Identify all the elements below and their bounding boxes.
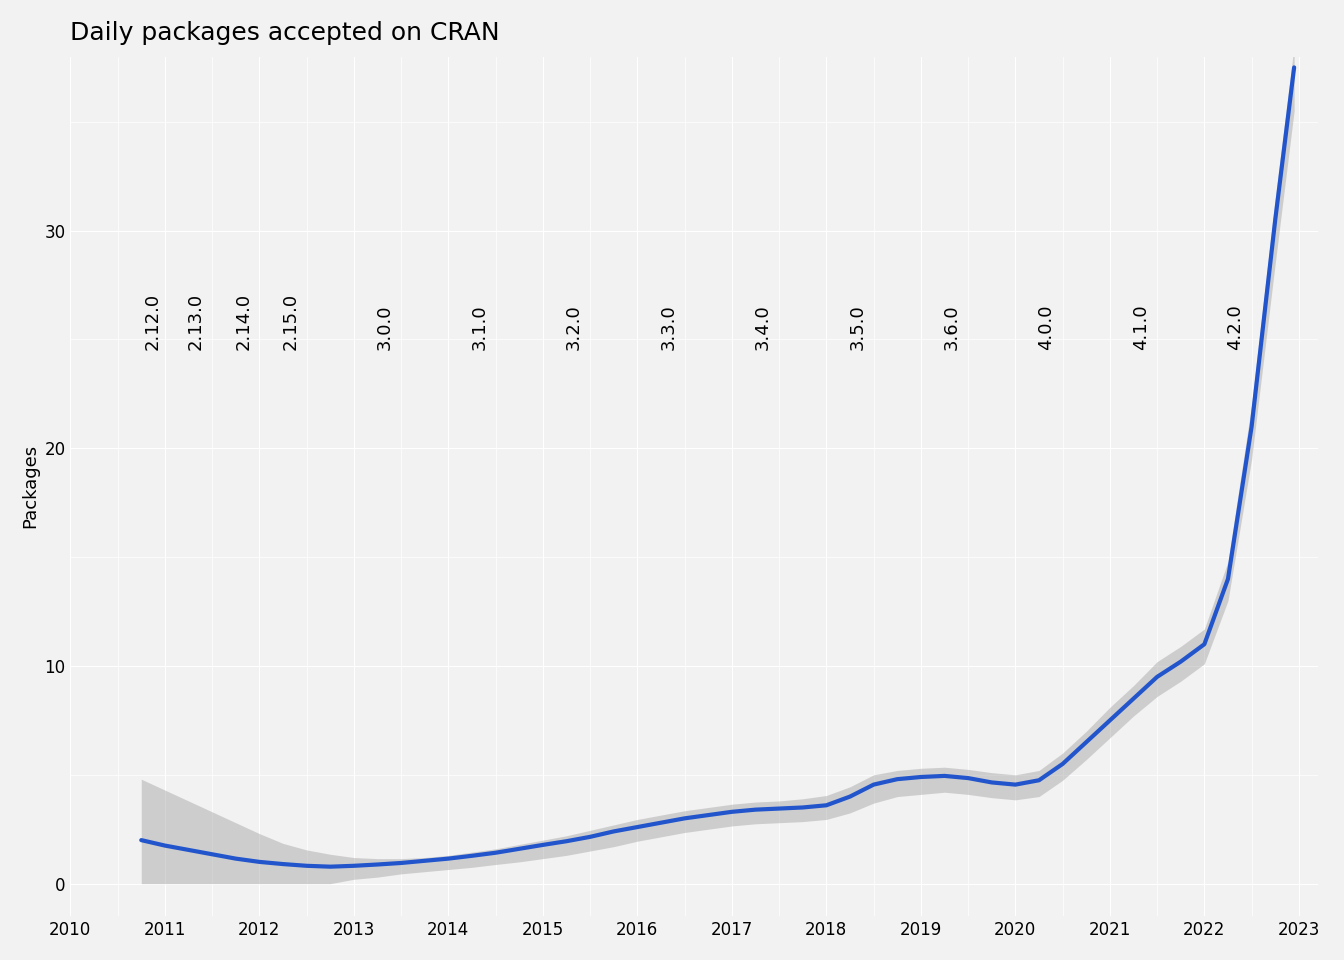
- Text: Daily packages accepted on CRAN: Daily packages accepted on CRAN: [70, 21, 500, 45]
- Text: 4.2.0: 4.2.0: [1227, 304, 1245, 350]
- Text: 3.1.0: 3.1.0: [470, 304, 489, 350]
- Text: 4.1.0: 4.1.0: [1132, 304, 1150, 350]
- Text: 2.12.0: 2.12.0: [144, 293, 161, 350]
- Text: 2.14.0: 2.14.0: [234, 293, 253, 350]
- Text: 2.15.0: 2.15.0: [281, 293, 300, 350]
- Text: 3.4.0: 3.4.0: [754, 304, 771, 350]
- Text: 2.13.0: 2.13.0: [187, 293, 206, 350]
- Text: 3.0.0: 3.0.0: [376, 305, 394, 350]
- Text: 3.2.0: 3.2.0: [564, 304, 583, 350]
- Text: 3.6.0: 3.6.0: [943, 304, 961, 350]
- Text: 4.0.0: 4.0.0: [1038, 305, 1055, 350]
- Text: 3.3.0: 3.3.0: [660, 304, 677, 350]
- Y-axis label: Packages: Packages: [22, 444, 39, 528]
- Text: 3.5.0: 3.5.0: [848, 304, 867, 350]
